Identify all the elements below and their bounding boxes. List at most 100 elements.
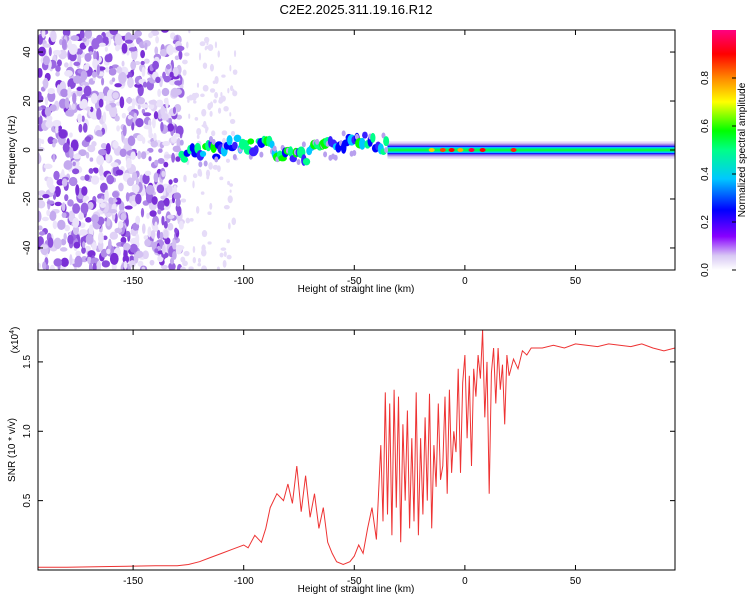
spec-noise-fringe xyxy=(233,50,237,58)
spec-noise-blob xyxy=(72,203,81,214)
spec-noise-blob xyxy=(75,184,80,196)
spec-ridge-halo xyxy=(315,138,320,145)
spec-noise-blob xyxy=(81,115,85,122)
spec-noise-fringe xyxy=(205,45,209,50)
spec-ridge-halo xyxy=(214,156,219,163)
spec-noise-fringe xyxy=(209,202,213,210)
spec-noise-blob xyxy=(139,174,144,184)
spectrogram-y-ticks: 40 20 0 -20 -40 xyxy=(22,46,675,255)
spec-hotspot xyxy=(479,148,486,152)
spec-noise-blob xyxy=(154,248,159,253)
spec-noise-blob xyxy=(98,165,104,177)
spec-xtick-label: -150 xyxy=(123,276,143,287)
spec-noise-blob xyxy=(135,193,142,205)
spec-noise-blob xyxy=(164,237,171,245)
spec-xtick-label: -50 xyxy=(347,276,362,287)
spec-noise-blob xyxy=(63,232,67,241)
spec-noise-fringe xyxy=(200,93,205,98)
spec-noise-blob xyxy=(167,123,175,132)
spec-noise-blob xyxy=(154,221,158,232)
spec-noise-fringe xyxy=(199,41,206,47)
spec-band-layer xyxy=(387,148,675,152)
spec-noise-fringe xyxy=(194,117,199,121)
spec-noise-blob xyxy=(80,175,86,181)
spec-noise-blob xyxy=(129,243,138,253)
spec-ridge-blob xyxy=(370,132,376,143)
spec-noise-blob xyxy=(38,225,43,231)
spec-noise-blob xyxy=(127,77,134,89)
spec-noise-blob xyxy=(125,192,130,202)
spec-noise-fringe xyxy=(193,100,197,104)
spec-noise-blob xyxy=(152,60,160,70)
spec-noise-blob xyxy=(52,119,62,127)
spec-noise-blob xyxy=(85,151,90,159)
spec-noise-blob xyxy=(72,161,76,167)
spec-noise-blob xyxy=(130,151,136,160)
spec-noise-blob xyxy=(60,88,69,98)
spec-noise-blob xyxy=(169,257,175,265)
spec-noise-blob xyxy=(149,79,157,84)
spec-noise-blob xyxy=(156,184,165,194)
spec-ridge-blob xyxy=(383,136,390,147)
spec-noise-blob xyxy=(154,159,159,166)
colorbar-ticks: 0.0 0.2 0.4 0.6 0.8 xyxy=(700,71,736,277)
spec-noise-blob xyxy=(168,262,176,270)
spec-noise-blob xyxy=(121,60,125,67)
spec-noise-blob xyxy=(160,264,168,270)
spec-noise-blob xyxy=(67,199,74,207)
spec-noise-blob xyxy=(174,80,183,86)
spec-noise-blob xyxy=(120,236,127,244)
spec-noise-blob xyxy=(155,100,164,108)
snr-ytick-label: 0.5 xyxy=(22,493,33,507)
spec-noise-fringe xyxy=(183,250,190,257)
spec-noise-blob xyxy=(102,235,108,241)
spec-noise-blob xyxy=(126,49,130,56)
spec-noise-fringe xyxy=(202,62,208,69)
spec-noise-blob xyxy=(140,60,145,66)
spec-noise-blob xyxy=(38,67,43,78)
spec-ridge-blob xyxy=(362,131,368,139)
spec-noise-fringe xyxy=(189,218,194,222)
spec-noise-blob xyxy=(53,170,60,181)
spec-noise-blob xyxy=(55,123,59,134)
spec-noise-blob xyxy=(84,174,90,181)
spec-xtick-label: -100 xyxy=(234,276,254,287)
spec-noise-blob xyxy=(64,97,70,109)
spec-noise-blob xyxy=(162,140,171,147)
snr-xtick-label: -100 xyxy=(234,576,254,587)
spec-noise-blob xyxy=(71,103,76,110)
spec-noise-blob xyxy=(175,45,185,52)
spec-noise-blob xyxy=(82,241,86,249)
spec-noise-blob xyxy=(89,157,94,162)
spec-noise-blob xyxy=(100,143,108,149)
spec-noise-fringe xyxy=(192,245,196,253)
spec-noise-blob xyxy=(50,30,57,43)
spec-noise-fringe xyxy=(219,176,224,181)
spec-noise-fringe xyxy=(217,50,220,58)
spec-noise-blob xyxy=(106,174,115,185)
spec-noise-blob xyxy=(109,252,119,265)
spec-noise-fringe xyxy=(197,262,202,267)
spec-ridge-halo xyxy=(341,130,346,137)
spec-noise-blob xyxy=(90,93,98,105)
spec-noise-blob xyxy=(114,83,122,88)
spec-noise-fringe xyxy=(230,130,236,137)
spec-ridge-halo xyxy=(259,151,264,158)
spec-noise-blob xyxy=(42,261,47,270)
spec-noise-blob xyxy=(160,195,167,200)
spec-noise-blob xyxy=(38,46,46,57)
spec-ridge-blob xyxy=(302,157,311,166)
spec-noise-blob xyxy=(72,168,80,175)
spec-noise-blob xyxy=(64,62,69,68)
spec-noise-blob xyxy=(78,212,84,220)
spec-noise-blob xyxy=(124,39,133,44)
spec-noise-blob xyxy=(163,229,169,239)
spec-ridge-halo xyxy=(211,138,216,145)
spec-noise-blob xyxy=(67,234,74,245)
spec-noise-fringe xyxy=(184,52,190,57)
spec-noise-blob xyxy=(135,177,140,186)
spec-noise-blob xyxy=(56,59,62,67)
spec-noise-blob xyxy=(101,260,110,268)
spec-noise-blob xyxy=(52,49,62,56)
spec-noise-blob xyxy=(161,170,166,178)
